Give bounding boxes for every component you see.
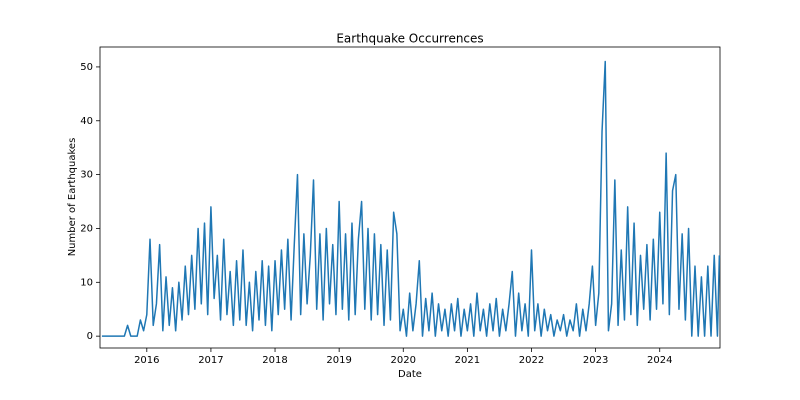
- x-tick-label: 2021: [455, 355, 480, 366]
- y-tick-label: 50: [80, 62, 93, 73]
- y-tick-label: 10: [80, 277, 93, 288]
- data-line: [101, 60, 721, 337]
- x-axis-label: Date: [398, 369, 422, 380]
- x-tick-label: 2016: [134, 355, 159, 366]
- y-tick-label: 40: [80, 116, 93, 127]
- chart-title: Earthquake Occurrences: [336, 32, 483, 46]
- plot-frame: [99, 46, 721, 349]
- y-tick-label: 0: [87, 331, 93, 342]
- x-tick-label: 2024: [647, 355, 672, 366]
- x-tick-label: 2023: [583, 355, 608, 366]
- x-tick-label: 2020: [391, 355, 416, 366]
- x-tick-label: 2022: [519, 355, 544, 366]
- y-axis-label: Number of Earthquakes: [67, 138, 78, 257]
- x-tick-label: 2019: [326, 355, 351, 366]
- x-tick-label: 2017: [198, 355, 223, 366]
- y-tick-label: 20: [80, 223, 93, 234]
- y-tick-label: 30: [80, 170, 93, 181]
- x-tick-label: 2018: [262, 355, 287, 366]
